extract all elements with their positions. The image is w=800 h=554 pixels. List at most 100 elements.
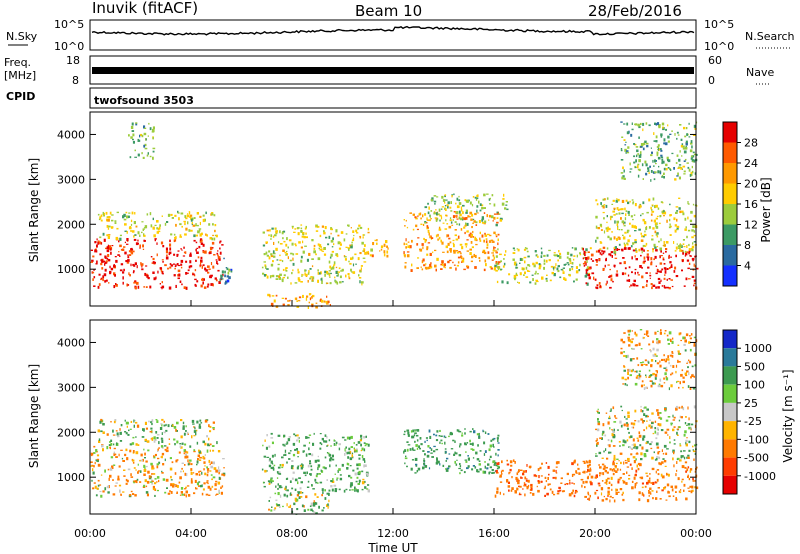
echo-cell xyxy=(288,436,291,438)
echo-cell xyxy=(607,226,609,230)
echo-cell xyxy=(444,448,447,450)
echo-cell xyxy=(346,468,349,470)
echo-cell xyxy=(189,445,192,448)
echo-cell xyxy=(449,217,452,219)
echo-cell xyxy=(122,248,125,251)
echo-cell xyxy=(680,138,683,141)
echo-cell xyxy=(361,282,363,286)
echo-cell xyxy=(641,235,644,238)
echo-cell xyxy=(440,208,443,210)
echo-cell xyxy=(407,431,410,435)
echo-cell xyxy=(620,229,623,231)
echo-cell xyxy=(102,232,105,236)
echo-cell xyxy=(333,243,335,246)
echo-cell xyxy=(194,278,197,281)
echo-cell xyxy=(602,472,605,476)
echo-cell xyxy=(689,255,692,257)
echo-cell xyxy=(689,485,692,488)
echo-cell xyxy=(692,477,694,481)
echo-cell xyxy=(543,487,546,490)
echo-cell xyxy=(684,228,687,231)
echo-cell xyxy=(670,264,673,267)
echo-cell xyxy=(549,279,552,282)
echo-cell xyxy=(358,277,362,279)
echo-cell xyxy=(654,420,657,423)
echo-cell xyxy=(442,199,446,202)
echo-cell xyxy=(326,282,329,284)
echo-cell xyxy=(643,454,647,458)
echo-cell xyxy=(209,425,212,428)
echo-cell xyxy=(109,467,113,471)
echo-cell xyxy=(99,484,102,486)
echo-cell xyxy=(92,278,94,281)
echo-cell xyxy=(655,226,659,229)
echo-cell xyxy=(616,458,619,460)
echo-cell xyxy=(185,450,187,453)
echo-cell xyxy=(309,505,312,507)
echo-cell xyxy=(650,179,652,182)
echo-cell xyxy=(435,439,439,442)
echo-cell xyxy=(466,239,469,241)
echo-cell xyxy=(102,431,105,434)
echo-cell xyxy=(666,286,669,289)
echo-cell xyxy=(407,448,409,452)
echo-cell xyxy=(689,335,691,337)
echo-cell xyxy=(573,255,576,257)
echo-cell xyxy=(689,360,692,364)
echo-cell xyxy=(357,472,360,475)
echo-cell xyxy=(419,447,421,450)
echo-cell xyxy=(553,273,556,277)
echo-cell xyxy=(601,433,604,436)
echo-cell xyxy=(151,419,154,422)
echo-cell xyxy=(658,416,661,419)
nsky-panel: N.Sky 10^5 10^0 10^5 10^0 N.Search xyxy=(6,18,795,53)
echo-cell xyxy=(165,429,168,432)
echo-cell xyxy=(636,375,639,379)
echo-cell xyxy=(180,266,183,269)
echo-cell xyxy=(665,248,668,251)
echo-cell xyxy=(150,224,153,228)
echo-cell xyxy=(529,281,532,284)
echo-cell xyxy=(494,461,497,465)
echo-cell xyxy=(132,250,135,253)
echo-cell xyxy=(332,237,334,240)
echo-cell xyxy=(217,469,221,472)
echo-cell xyxy=(639,153,642,156)
echo-cell xyxy=(279,243,283,245)
echo-cell xyxy=(305,236,308,239)
echo-cell xyxy=(596,443,598,447)
echo-cell xyxy=(353,234,355,237)
echo-cell xyxy=(647,257,650,261)
echo-cell xyxy=(322,250,324,252)
echo-cell xyxy=(423,458,425,460)
echo-cell xyxy=(195,259,197,262)
echo-cell xyxy=(144,479,147,483)
echo-cell xyxy=(598,464,600,466)
echo-cell xyxy=(347,273,350,276)
echo-cell xyxy=(350,476,353,479)
echo-cell xyxy=(354,486,356,489)
echo-cell xyxy=(489,266,492,268)
echo-cell xyxy=(634,255,636,258)
echo-cell xyxy=(221,270,224,274)
echo-cell xyxy=(660,154,663,157)
echo-cell xyxy=(620,405,623,408)
echo-cell xyxy=(638,373,641,377)
echo-cell xyxy=(329,256,332,259)
echo-cell xyxy=(292,262,295,266)
echo-cell xyxy=(205,211,207,215)
echo-cell xyxy=(310,468,313,471)
echo-cell xyxy=(608,444,611,448)
echo-cell xyxy=(635,250,638,253)
echo-cell xyxy=(129,156,132,159)
echo-cell xyxy=(648,369,651,372)
echo-cell xyxy=(648,226,651,229)
echo-cell xyxy=(311,295,313,299)
echo-cell xyxy=(367,250,369,253)
echo-cell xyxy=(110,251,112,255)
echo-cell xyxy=(691,374,694,377)
echo-cell xyxy=(114,222,117,224)
echo-cell xyxy=(283,434,286,438)
echo-cell xyxy=(124,453,127,457)
echo-cell xyxy=(585,480,588,484)
